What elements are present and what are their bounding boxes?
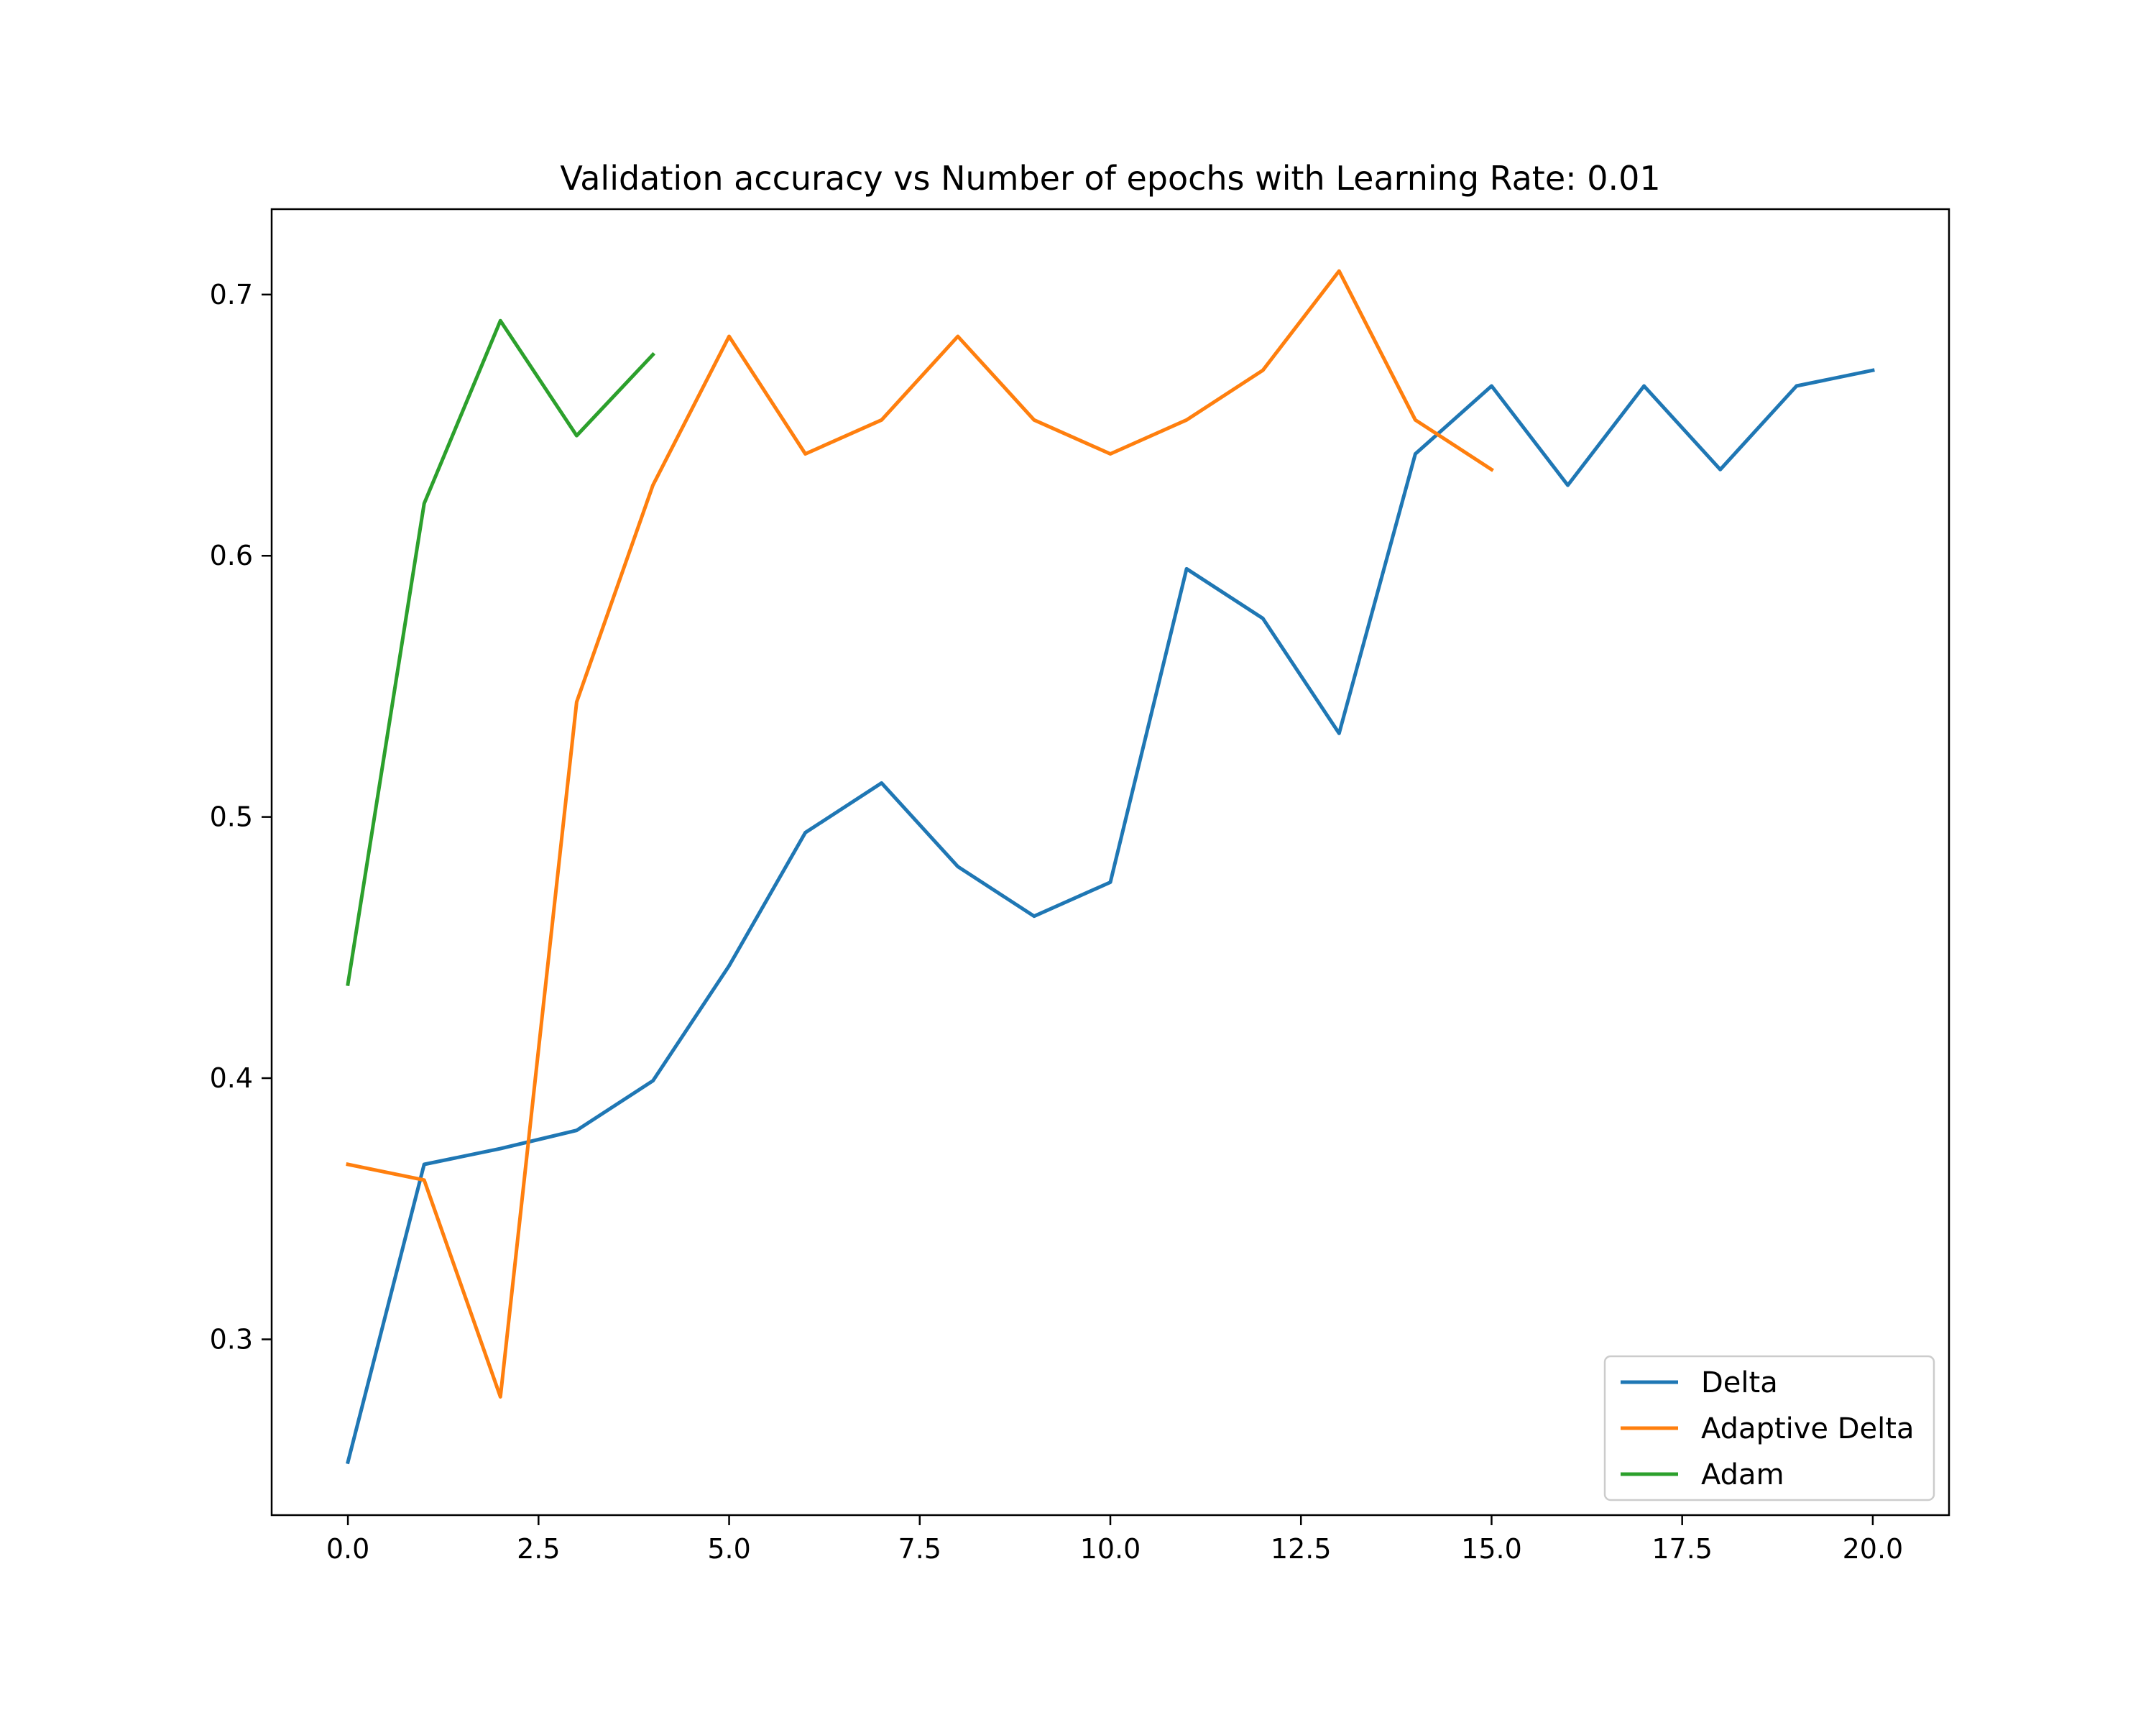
legend-label: Adam	[1701, 1458, 1784, 1491]
y-tick-label: 0.4	[210, 1062, 253, 1094]
plot-lines	[346, 269, 1875, 1465]
plot-frame	[270, 208, 1950, 1517]
x-tick-label: 7.5	[898, 1533, 941, 1565]
x-tick-label: 0.0	[326, 1533, 369, 1565]
series-line-adam	[346, 318, 656, 987]
x-tick-label: 10.0	[1080, 1533, 1141, 1565]
x-tick-label: 20.0	[1843, 1533, 1904, 1565]
legend-label: Adaptive Delta	[1701, 1412, 1914, 1445]
series-line-adaptive-delta	[346, 269, 1494, 1399]
y-axis: 0.3 0.4 0.5 0.6 0.7	[210, 279, 272, 1355]
y-tick-label: 0.6	[210, 540, 253, 571]
x-tick-label: 17.5	[1651, 1533, 1713, 1565]
x-tick-label: 15.0	[1461, 1533, 1522, 1565]
series-line-delta	[346, 368, 1875, 1465]
chart-title: Validation accuracy vs Number of epochs …	[560, 159, 1660, 198]
legend-box	[1603, 1355, 1935, 1501]
legend-label: Delta	[1701, 1366, 1778, 1399]
y-tick-label: 0.5	[210, 801, 253, 833]
x-tick-label: 12.5	[1271, 1533, 1332, 1565]
x-axis: 0.0 2.5 5.0 7.5 10.0 12.5 15.0 17.5 20.0	[326, 1515, 1903, 1565]
y-tick-label: 0.7	[210, 279, 253, 310]
y-tick-label: 0.3	[210, 1323, 253, 1355]
legend: Delta Adaptive Delta Adam	[1603, 1355, 1935, 1501]
x-tick-label: 5.0	[707, 1533, 750, 1565]
x-tick-label: 2.5	[517, 1533, 560, 1565]
